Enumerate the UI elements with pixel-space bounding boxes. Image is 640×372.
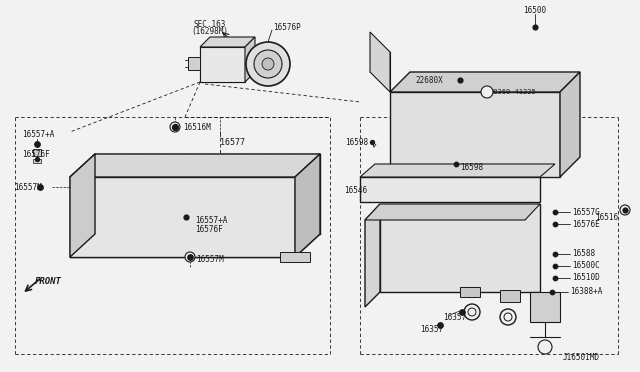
Point [455, 77, 465, 83]
Text: 16557M: 16557M [14, 183, 42, 192]
Point [32, 156, 42, 162]
Text: 16500C: 16500C [572, 262, 600, 270]
Circle shape [468, 308, 476, 316]
Text: 16516M: 16516M [183, 122, 211, 131]
Text: 16598: 16598 [345, 138, 368, 147]
Polygon shape [70, 154, 95, 257]
Text: 16357: 16357 [443, 312, 466, 321]
Text: 16500: 16500 [523, 6, 546, 15]
Point [530, 24, 540, 30]
Text: 16588: 16588 [572, 250, 595, 259]
Text: 22680X: 22680X [415, 76, 443, 84]
Text: 16510D: 16510D [572, 273, 600, 282]
Circle shape [538, 340, 552, 354]
Circle shape [185, 252, 195, 262]
Circle shape [254, 50, 282, 78]
Polygon shape [200, 47, 245, 82]
Polygon shape [70, 177, 295, 257]
Text: 16557+A: 16557+A [195, 215, 227, 224]
Text: 16576F: 16576F [22, 150, 50, 158]
Point [550, 209, 560, 215]
Polygon shape [530, 292, 560, 322]
Circle shape [504, 313, 512, 321]
Point [550, 275, 560, 281]
Point [35, 184, 45, 190]
Point [367, 139, 377, 145]
Text: 16546: 16546 [344, 186, 367, 195]
Polygon shape [460, 287, 480, 297]
Polygon shape [500, 290, 520, 302]
Text: 16388+A: 16388+A [570, 288, 602, 296]
Point [32, 141, 42, 147]
Point [550, 263, 560, 269]
Bar [33, 149, 41, 156]
Bar [182, 218, 190, 224]
Text: 16598: 16598 [460, 163, 483, 171]
Text: 16577: 16577 [220, 138, 245, 147]
Point [181, 214, 191, 220]
Polygon shape [70, 154, 320, 177]
Polygon shape [200, 37, 255, 47]
Text: 16576F: 16576F [195, 224, 223, 234]
Point [457, 309, 467, 315]
Polygon shape [365, 204, 540, 220]
Text: 16576P: 16576P [273, 22, 301, 32]
Polygon shape [365, 204, 380, 307]
Text: 16516: 16516 [595, 212, 618, 221]
Text: 2: 2 [486, 90, 489, 94]
Text: 16557+A: 16557+A [22, 129, 54, 138]
Polygon shape [360, 164, 555, 177]
Polygon shape [188, 57, 200, 70]
Point [547, 289, 557, 295]
Circle shape [500, 309, 516, 325]
Text: 16576E: 16576E [572, 219, 600, 228]
Point [620, 207, 630, 213]
Circle shape [246, 42, 290, 86]
Circle shape [481, 86, 493, 98]
Point [185, 254, 195, 260]
Circle shape [620, 205, 630, 215]
Text: (16298M): (16298M) [191, 26, 228, 35]
Point [550, 221, 560, 227]
Text: 08360-41225: 08360-41225 [490, 89, 537, 95]
Polygon shape [380, 204, 540, 292]
Polygon shape [280, 252, 310, 262]
Polygon shape [560, 72, 580, 177]
Polygon shape [360, 177, 540, 202]
Polygon shape [245, 37, 255, 82]
Point [435, 322, 445, 328]
Point [451, 161, 461, 167]
Polygon shape [390, 92, 560, 177]
Point [170, 124, 180, 130]
Bar [33, 159, 41, 163]
Text: 16557G: 16557G [572, 208, 600, 217]
Bar [182, 228, 190, 232]
Text: 16357: 16357 [420, 326, 443, 334]
Circle shape [262, 58, 274, 70]
Text: 16557M: 16557M [196, 256, 224, 264]
Polygon shape [295, 154, 320, 257]
Text: J16501MD: J16501MD [563, 353, 600, 362]
Point [550, 251, 560, 257]
Text: SEC.163: SEC.163 [193, 19, 225, 29]
Polygon shape [390, 72, 580, 92]
Circle shape [464, 304, 480, 320]
Circle shape [170, 122, 180, 132]
Polygon shape [370, 32, 390, 92]
Text: FRONT: FRONT [35, 278, 62, 286]
